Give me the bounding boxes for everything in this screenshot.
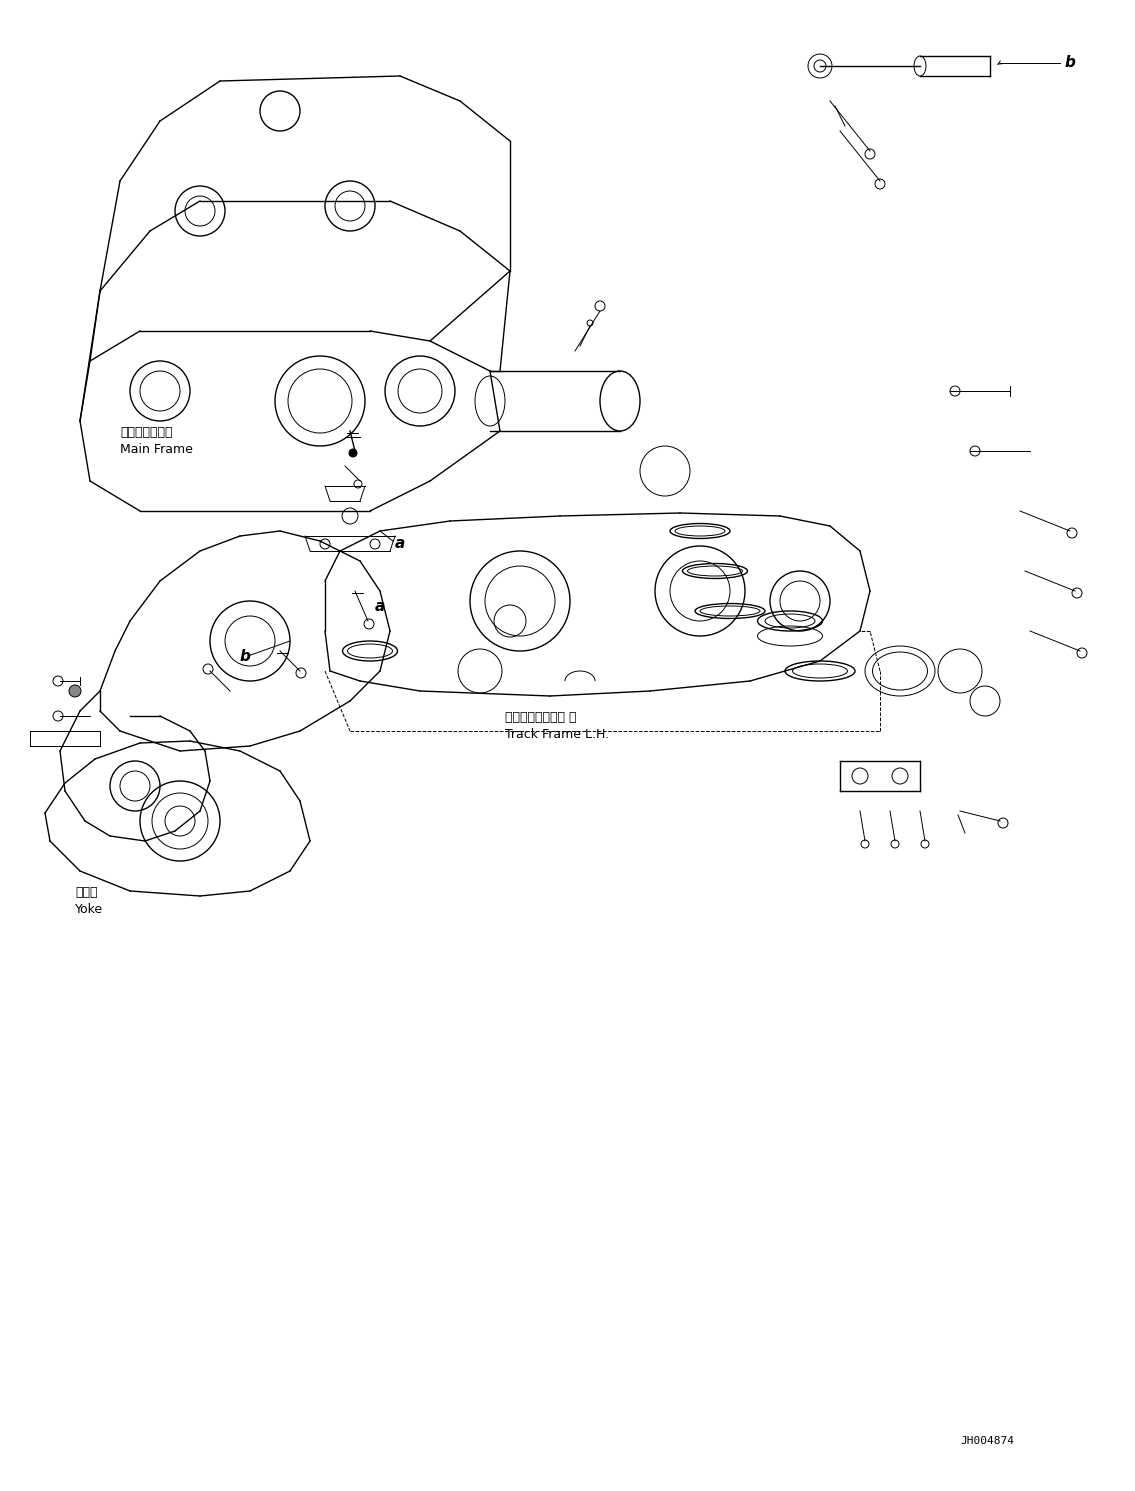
- Text: メインフレーム: メインフレーム: [120, 426, 173, 438]
- Circle shape: [69, 684, 81, 696]
- Text: JH004874: JH004874: [960, 1436, 1014, 1446]
- Text: a: a: [395, 535, 405, 552]
- Text: Main Frame: Main Frame: [120, 443, 193, 456]
- Text: b: b: [1065, 55, 1076, 70]
- Circle shape: [348, 449, 358, 458]
- Text: a: a: [375, 599, 385, 614]
- Text: Yoke: Yoke: [75, 904, 103, 915]
- Text: ヨーク: ヨーク: [75, 886, 98, 899]
- Text: Track Frame L.H.: Track Frame L.H.: [505, 728, 609, 741]
- Text: トラックフレーム 左: トラックフレーム 左: [505, 711, 577, 725]
- Text: b: b: [239, 649, 251, 663]
